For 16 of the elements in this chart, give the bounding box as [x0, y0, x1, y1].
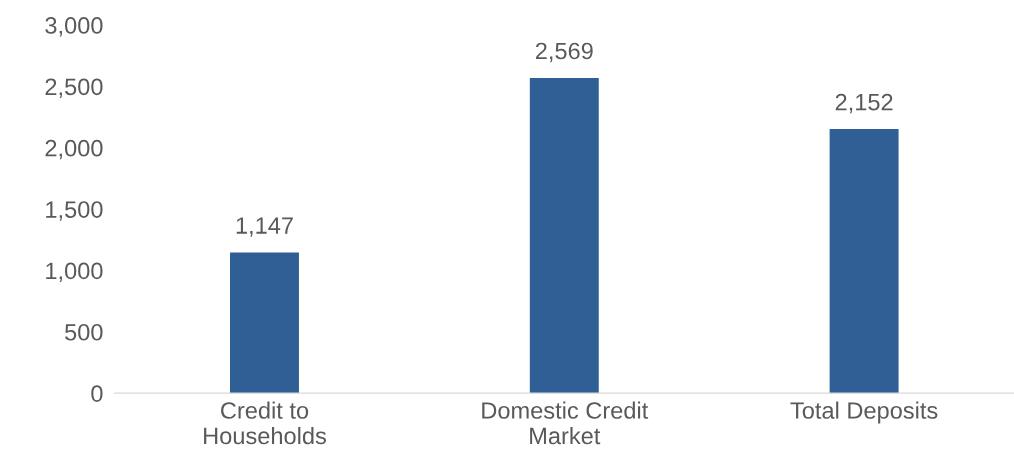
data-label: 1,147 [236, 217, 293, 237]
data-label: 2,152 [835, 93, 893, 114]
x-tick-label: Domestic Credit Market [482, 401, 649, 445]
x-tick-label: Total Deposits [790, 401, 938, 424]
bar [829, 129, 899, 394]
bar [230, 252, 299, 394]
data-label: 2,569 [535, 42, 593, 63]
x-tick-label: Credit to Households [204, 401, 326, 445]
y-tick-label: 500 [65, 323, 103, 341]
bar [529, 77, 599, 394]
y-tick-label: 1,500 [46, 201, 103, 221]
y-tick-label: 3,000 [45, 17, 103, 37]
y-tick-label: 0 [91, 385, 103, 402]
y-tick-label: 1,000 [46, 262, 103, 283]
y-tick-label: 2,000 [45, 139, 103, 160]
y-tick-label: 2,500 [45, 78, 103, 98]
